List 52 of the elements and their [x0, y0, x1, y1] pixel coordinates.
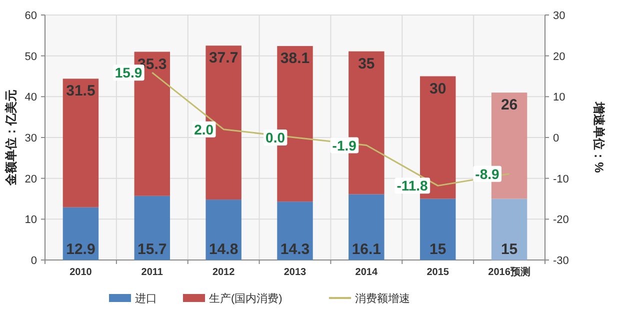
data-label: 35 [358, 55, 375, 72]
data-label: 0.0 [266, 130, 286, 146]
data-label: 37.7 [208, 50, 238, 67]
y-tick-label: 60 [24, 10, 37, 22]
x-tick-label: 2014 [355, 267, 378, 278]
bar [134, 196, 170, 260]
y2-axis-title: 增速单位：% [592, 101, 606, 174]
legend-label: 进口 [135, 292, 157, 305]
bar [62, 207, 99, 260]
y2-tick-label: 0 [553, 132, 560, 144]
data-label: 30 [430, 80, 446, 98]
y2-tick-label: 30 [553, 10, 566, 22]
data-label: -11.8 [396, 178, 428, 194]
y2-tick-label: -30 [553, 255, 569, 267]
bar [62, 78, 99, 208]
x-tick-label: 2012 [212, 267, 236, 278]
x-tick-label: 2010 [70, 267, 92, 278]
y-tick-label: 20 [24, 173, 37, 186]
y2-tick-label: 10 [553, 92, 566, 104]
x-tick-label: 2015 [426, 267, 450, 278]
y2-tick-label: -10 [553, 173, 569, 186]
bar [348, 194, 384, 260]
data-label: 16.1 [352, 241, 382, 258]
bar [277, 202, 313, 260]
y-tick-label: 10 [24, 214, 37, 226]
x-tick-label: 2016预测 [488, 266, 530, 278]
y2-tick-label: -20 [553, 214, 569, 226]
data-label: 15 [430, 241, 446, 258]
bar [206, 200, 242, 260]
y-tick-label: 30 [24, 132, 37, 144]
data-label: -8.9 [475, 166, 500, 182]
data-label: 15.7 [138, 241, 167, 258]
data-label: 31.5 [66, 82, 96, 100]
data-label: 15 [500, 241, 518, 258]
data-label: 38.1 [280, 50, 310, 68]
y-tick-label: 0 [30, 255, 37, 267]
x-tick-label: 2013 [284, 267, 307, 278]
y2-tick-label: 20 [553, 50, 566, 63]
y-tick-label: 50 [24, 50, 37, 63]
y-axis-title: 金额单位：亿美元 [4, 90, 18, 186]
x-tick-label: 2011 [141, 267, 164, 278]
data-label: 12.9 [66, 241, 96, 258]
data-label: 14.3 [280, 241, 310, 258]
bar [420, 198, 456, 260]
data-label: 2.0 [194, 121, 214, 138]
bar [491, 198, 528, 260]
y-tick-label: 40 [24, 92, 37, 104]
legend-label: 生产(国内消费) [209, 292, 282, 305]
legend-label: 消费额增速 [355, 292, 410, 305]
data-label: 26 [500, 96, 518, 114]
data-label: 14.8 [208, 241, 238, 258]
data-label: -1.9 [332, 137, 357, 154]
